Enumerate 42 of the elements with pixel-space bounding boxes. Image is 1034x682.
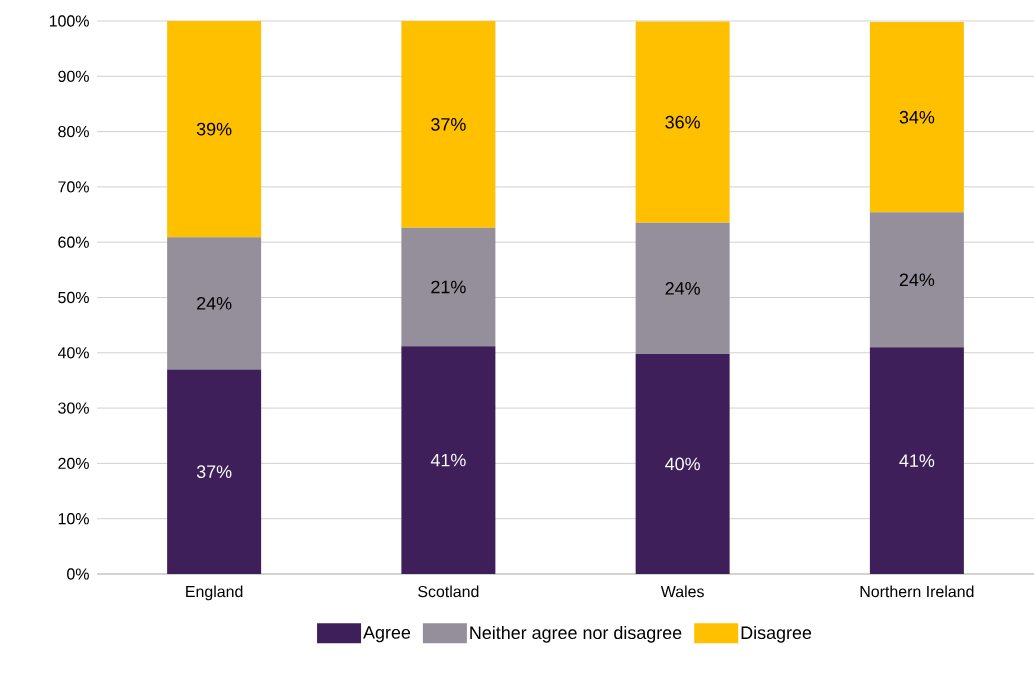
x-tick-label: England [186,585,243,601]
bar [869,212,964,348]
data-label: 41% [430,453,466,467]
y-tick-label: 40% [57,347,89,359]
data-label: 34% [899,110,935,124]
y-tick-label: 0% [67,568,89,580]
data-label: 40% [665,457,700,471]
legend-label: Disagree [741,625,812,643]
data-label: 39% [196,122,232,136]
x-tick-label: Scotland [418,585,479,598]
bar [401,20,496,228]
bar [635,222,730,354]
legend-label: Neither agree nor disagree [470,625,682,643]
bar [635,353,730,574]
y-tick-label: 30% [58,402,89,414]
data-label: 41% [899,454,935,467]
y-tick-label: 60% [58,236,89,248]
y-tick-label: 50% [58,291,89,304]
y-tick-label: 100% [49,15,89,27]
bar [167,369,262,574]
x-tick-label: Northern Ireland [860,585,974,598]
y-tick-label: 10% [58,513,89,525]
data-label: 37% [431,118,466,131]
bar [167,20,262,238]
x-tick-label: Wales [660,585,704,598]
data-label: 24% [197,296,232,310]
bar [635,21,730,223]
data-label: 36% [665,115,700,129]
y-tick-label: 20% [58,457,89,470]
data-label: 37% [196,465,232,479]
bar [401,227,496,347]
bar [869,347,964,574]
y-tick-label: 80% [58,125,89,138]
legend-label: Agree [363,626,411,643]
bar [401,346,496,574]
y-tick-label: 70% [58,181,89,193]
bar [167,237,262,370]
y-tick-label: 90% [58,70,89,82]
bar [869,22,964,213]
data-label: 24% [899,273,935,287]
data-label: 21% [431,280,466,294]
data-label: 24% [665,282,700,295]
